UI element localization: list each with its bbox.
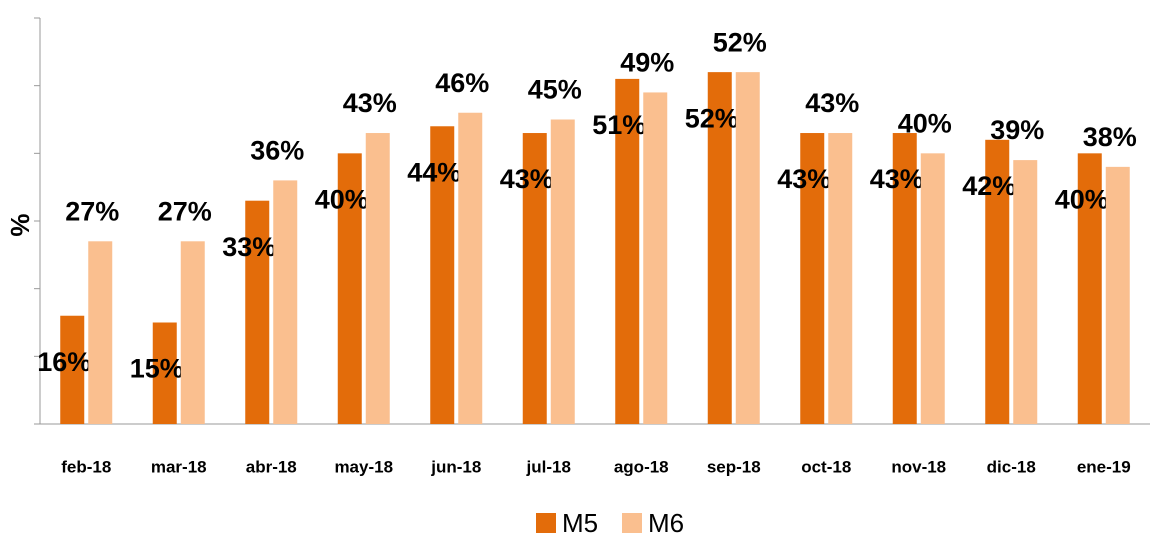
data-label: 15% — [130, 354, 184, 384]
bar — [985, 139, 1010, 425]
data-label: 42% — [962, 171, 1016, 201]
data-label: 43% — [870, 164, 924, 194]
bar — [828, 133, 853, 425]
data-label: 40% — [1055, 184, 1109, 214]
data-label: 40% — [898, 108, 952, 138]
data-label: 16% — [37, 347, 91, 377]
data-label: 52% — [685, 103, 739, 133]
data-label: 38% — [1083, 122, 1137, 152]
bar — [60, 315, 85, 424]
legend-label: M6 — [648, 508, 684, 538]
x-tick-label: ene-19 — [1077, 457, 1131, 476]
data-label: 40% — [315, 184, 369, 214]
data-label: 52% — [713, 27, 767, 57]
bar — [337, 153, 362, 425]
x-tick-label: jun-18 — [430, 457, 481, 476]
x-tick-label: dic-18 — [987, 457, 1036, 476]
bar — [920, 153, 945, 425]
y-axis-label: % — [5, 213, 35, 236]
bar — [1077, 153, 1102, 425]
data-label: 51% — [592, 110, 646, 140]
legend-swatch — [536, 513, 556, 533]
x-tick-label: mar-18 — [151, 457, 207, 476]
bar — [892, 133, 917, 425]
data-label: 33% — [222, 232, 276, 262]
data-label: 46% — [435, 68, 489, 98]
bar — [800, 133, 825, 425]
data-label: 43% — [343, 88, 397, 118]
bar — [430, 126, 455, 425]
bar — [707, 72, 732, 424]
legend-label: M5 — [562, 508, 598, 538]
data-label: 27% — [158, 196, 212, 226]
bar — [152, 322, 177, 424]
x-tick-label: oct-18 — [801, 457, 851, 476]
data-label: 43% — [500, 164, 554, 194]
data-label: 36% — [250, 136, 304, 166]
bar — [458, 112, 483, 424]
bar — [615, 78, 640, 425]
bar — [88, 241, 113, 424]
x-tick-label: sep-18 — [707, 457, 761, 476]
data-label: 43% — [777, 164, 831, 194]
bar — [522, 133, 547, 425]
bar — [1105, 166, 1130, 424]
legend-swatch — [622, 513, 642, 533]
data-label: 44% — [407, 157, 461, 187]
data-label: 45% — [528, 75, 582, 105]
bar — [643, 92, 668, 424]
bar — [550, 119, 575, 424]
bar — [365, 133, 390, 425]
x-tick-label: jul-18 — [526, 457, 571, 476]
data-label: 39% — [990, 115, 1044, 145]
bar — [1013, 160, 1038, 424]
x-tick-label: may-18 — [334, 457, 393, 476]
x-tick-label: feb-18 — [61, 457, 111, 476]
data-label: 27% — [65, 196, 119, 226]
data-label: 43% — [805, 88, 859, 118]
bar — [735, 72, 760, 424]
x-tick-label: abr-18 — [246, 457, 297, 476]
bar — [245, 200, 270, 424]
x-tick-label: ago-18 — [614, 457, 669, 476]
bar — [273, 180, 298, 424]
bar — [180, 241, 205, 424]
x-tick-label: nov-18 — [891, 457, 946, 476]
data-label: 49% — [620, 48, 674, 78]
